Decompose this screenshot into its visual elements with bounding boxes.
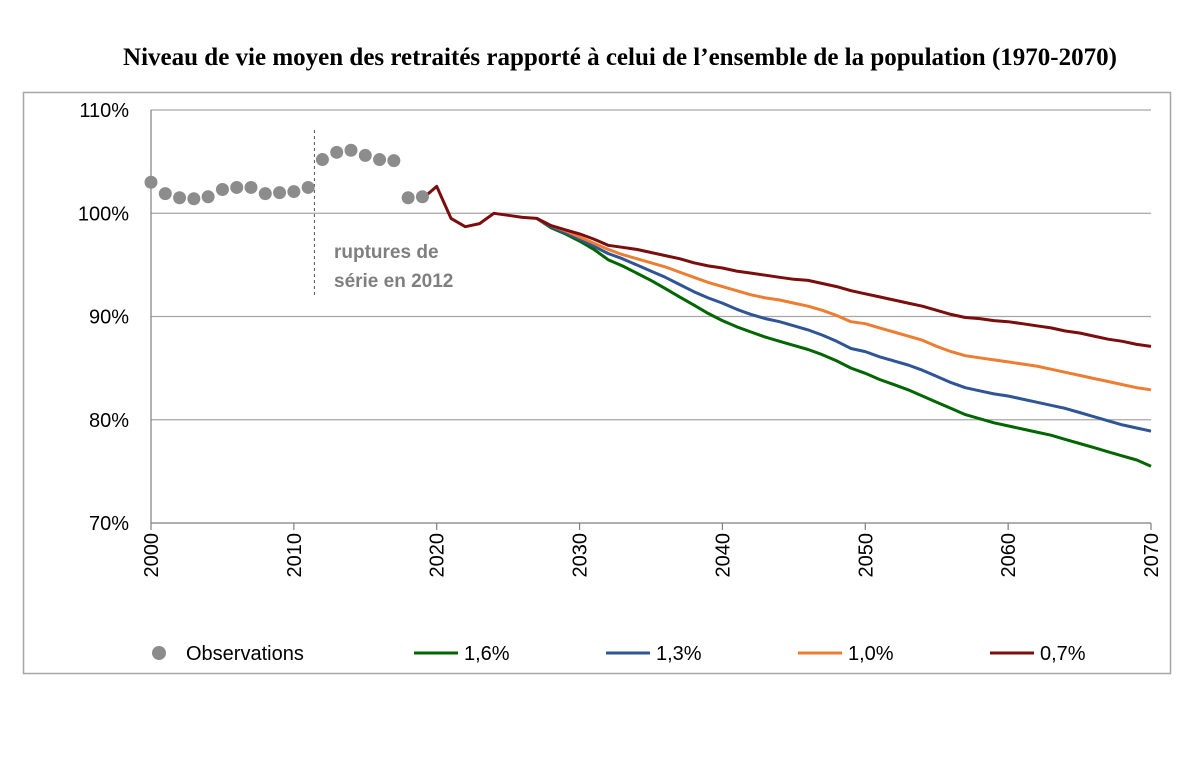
legend-label-observations: Observations [186, 643, 304, 665]
x-tick-label: 2060 [998, 533, 1020, 578]
x-tick-labels: 2000 2010 2020 2030 2040 2050 2060 2070 [141, 533, 1163, 578]
observation-point [315, 153, 329, 167]
x-tick-label: 2040 [712, 533, 734, 578]
annotation: ruptures de série en 2012 [313, 130, 453, 298]
observation-point [187, 192, 201, 206]
observation-point [330, 145, 344, 159]
annotation-line-2: série en 2012 [334, 271, 453, 292]
legend: Observations 1,6% 1,3% 1,0% 0,7% [152, 643, 1086, 665]
y-tick-label: 80% [89, 410, 129, 432]
observation-points [144, 143, 429, 206]
series-line-2 [536, 217, 1152, 392]
y-tick-label: 70% [89, 513, 129, 535]
observation-point [201, 190, 215, 204]
legend-label-1-0: 1,0% [848, 643, 894, 665]
x-tick-label: 2050 [855, 533, 877, 578]
observation-point [173, 191, 187, 205]
x-tick-label: 2000 [141, 533, 163, 578]
chart-title: Niveau de vie moyen des retraités rappor… [123, 44, 1117, 71]
observation-point [401, 191, 415, 205]
y-tick-label: 110% [79, 100, 129, 122]
observation-point [244, 180, 258, 194]
series-line-1 [535, 217, 1152, 433]
legend-label-0-7: 0,7% [1040, 643, 1086, 665]
y-tick-label: 100% [78, 203, 129, 225]
observation-point [358, 148, 372, 162]
observation-point [344, 143, 358, 157]
legend-label-1-3: 1,3% [656, 643, 702, 665]
annotation-line-1: ruptures de [334, 242, 439, 263]
legend-marker-observations [152, 646, 166, 660]
series-lines [421, 184, 1152, 468]
x-tick-label: 2030 [570, 533, 592, 578]
x-tick-label: 2070 [1141, 533, 1163, 578]
grid-lines [151, 109, 1151, 421]
legend-label-1-6: 1,6% [464, 643, 510, 665]
x-tick-label: 2010 [284, 533, 306, 578]
observation-point [373, 153, 387, 167]
observation-point [144, 175, 158, 189]
y-tick-labels: 70% 80% 90% 100% 110% [78, 100, 129, 535]
observation-point [258, 187, 272, 201]
series-line-0 [535, 217, 1152, 468]
chart-frame [22, 91, 1172, 675]
x-tick-label: 2020 [427, 533, 449, 578]
observation-point [158, 187, 172, 201]
observation-point [230, 180, 244, 194]
observation-point [273, 186, 287, 200]
observation-point [215, 183, 229, 197]
y-tick-label: 90% [89, 307, 129, 329]
observation-point [387, 154, 401, 168]
observation-point [287, 185, 301, 199]
series-line-3 [421, 184, 1152, 348]
observation-point [415, 190, 429, 204]
observation-point [301, 180, 315, 194]
